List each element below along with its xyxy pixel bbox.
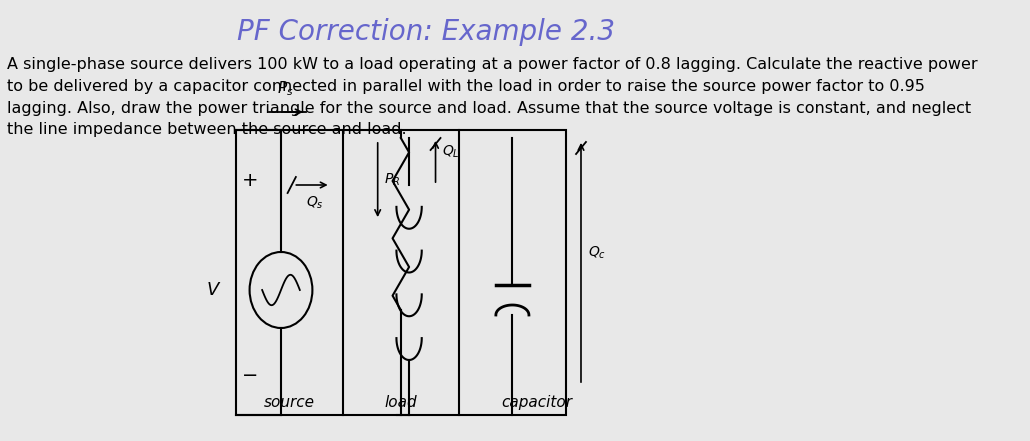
Text: capacitor: capacitor [502, 395, 573, 410]
Text: A single-phase source delivers 100 kW to a load operating at a power factor of 0: A single-phase source delivers 100 kW to… [7, 57, 977, 137]
Text: +: + [242, 171, 259, 190]
Text: load: load [384, 395, 417, 410]
Text: source: source [264, 395, 315, 410]
Text: PF Correction: Example 2.3: PF Correction: Example 2.3 [237, 18, 615, 45]
Text: V: V [207, 281, 219, 299]
Text: $P_R$: $P_R$ [384, 172, 401, 188]
Text: $P_s$: $P_s$ [277, 79, 294, 98]
Text: −: − [242, 366, 259, 385]
Text: $Q_c$: $Q_c$ [587, 244, 606, 261]
Text: $Q_L$: $Q_L$ [442, 143, 460, 160]
Text: $Q_s$: $Q_s$ [306, 195, 323, 211]
